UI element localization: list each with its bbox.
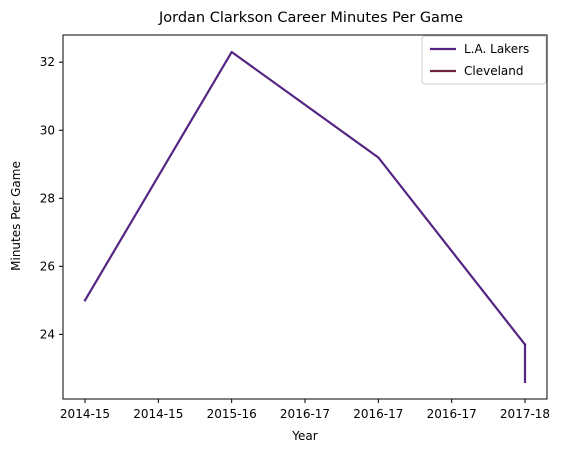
chart-title: Jordan Clarkson Career Minutes Per Game xyxy=(158,10,463,26)
y-axis-label: Minutes Per Game xyxy=(9,161,23,271)
x-tick-label: 2014-15 xyxy=(60,407,110,421)
x-tick-label: 2014-15 xyxy=(133,407,183,421)
x-tick-label: 2015-16 xyxy=(207,407,257,421)
y-tick-label: 30 xyxy=(40,123,55,137)
x-tick-label: 2016-17 xyxy=(280,407,330,421)
x-tick-label: 2016-17 xyxy=(427,407,477,421)
y-tick-label: 28 xyxy=(40,191,55,205)
x-tick-label: 2016-17 xyxy=(353,407,403,421)
legend: L.A. Lakers Cleveland xyxy=(421,35,547,85)
y-tick-label: 26 xyxy=(40,259,55,273)
x-tick-label: 2017-18 xyxy=(500,407,550,421)
series-line-0 xyxy=(83,50,527,347)
y-tick-label: 24 xyxy=(40,327,55,341)
y-tick-label: 32 xyxy=(40,55,55,69)
x-axis-label: Year xyxy=(291,429,317,443)
legend-label: L.A. Lakers xyxy=(464,42,529,56)
legend-label: Cleveland xyxy=(464,64,524,78)
plot-area: 2014-15 2014-15 2015-16 2016-17 2016-17 2016-… xyxy=(40,34,550,421)
